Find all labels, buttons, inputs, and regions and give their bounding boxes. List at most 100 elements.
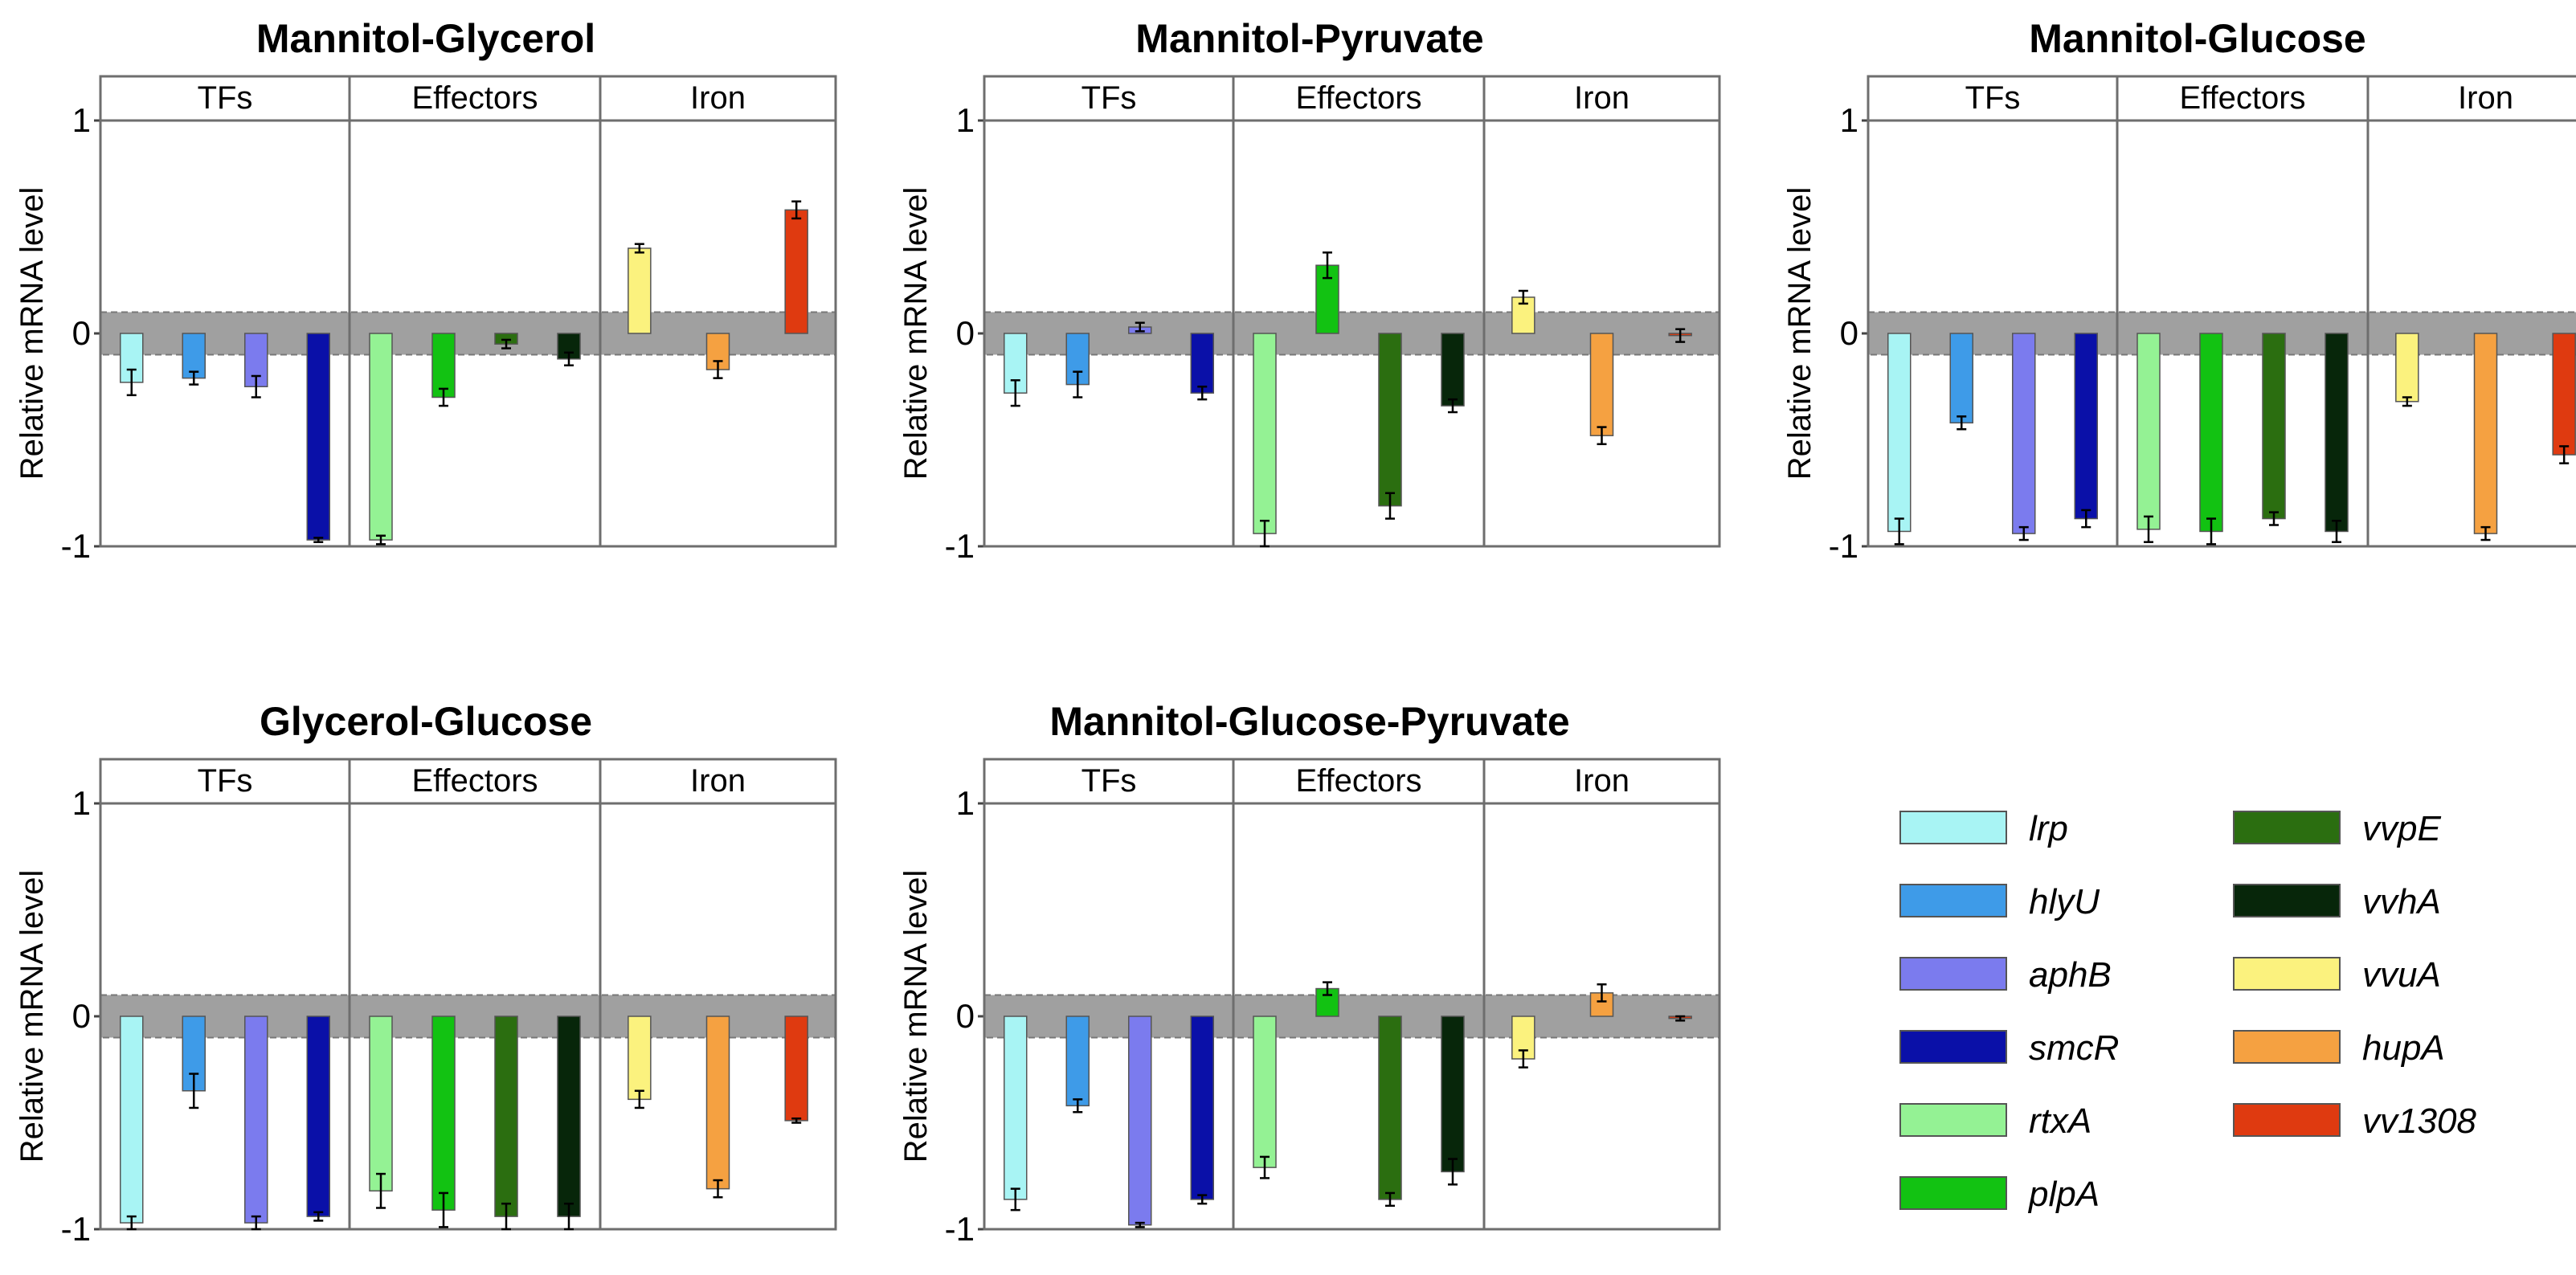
bar-plpA bbox=[431, 333, 456, 398]
bar-hupA bbox=[2473, 333, 2498, 534]
chart-panel: Glycerol-Glucose Relative mRNA level 1 0 -1 T… bbox=[14, 699, 837, 1248]
bar-rtxA bbox=[1253, 1016, 1277, 1168]
group-frame bbox=[599, 119, 837, 548]
bar-hupA bbox=[705, 1016, 730, 1190]
legend-item-aphB: aphB bbox=[1899, 955, 2112, 995]
legend-swatch bbox=[1899, 1176, 2007, 1210]
y-axis-label: Relative mRNA level bbox=[898, 187, 934, 480]
legend-label: aphB bbox=[2029, 955, 2112, 995]
bar-smcR bbox=[1190, 1016, 1214, 1200]
chart-panel: Mannitol-Pyruvate Relative mRNA level 1 0 -1… bbox=[898, 16, 1721, 565]
chart-panel: Mannitol-Glucose Relative mRNA level 1 0 -1 T… bbox=[1782, 16, 2576, 565]
bar-vvhA bbox=[2325, 333, 2349, 533]
group-frame bbox=[1482, 119, 1721, 548]
bar-aphB bbox=[2012, 333, 2036, 534]
group-iron: Iron bbox=[1482, 75, 1721, 548]
bar-plpA bbox=[2199, 333, 2223, 533]
group-effectors: Effectors bbox=[1232, 758, 1486, 1231]
legend-label: smcR bbox=[2029, 1028, 2119, 1068]
y-tick-label: -1 bbox=[61, 527, 91, 565]
legend-swatch bbox=[1899, 884, 2007, 917]
group-frame bbox=[1482, 802, 1721, 1231]
chart-title: Glycerol-Glucose bbox=[260, 699, 592, 744]
y-axis-label: Relative mRNA level bbox=[14, 187, 50, 480]
bar-vv1308 bbox=[784, 1016, 808, 1122]
y-tick-label: -1 bbox=[945, 527, 975, 565]
y-tick-label: 0 bbox=[1840, 314, 1858, 352]
bar-hupA bbox=[1589, 992, 1614, 1017]
legend-label: rtxA bbox=[2029, 1101, 2091, 1141]
bar-hupA bbox=[1589, 333, 1614, 436]
legend-item-rtxA: rtxA bbox=[1899, 1101, 2091, 1141]
y-tick-label: 0 bbox=[72, 997, 91, 1035]
bar-aphB bbox=[244, 333, 268, 387]
y-tick-label: 1 bbox=[956, 101, 975, 139]
y-tick-label: 1 bbox=[1840, 101, 1858, 139]
group-tfs: TFs bbox=[983, 75, 1235, 548]
group-header bbox=[1482, 758, 1721, 805]
group-header bbox=[599, 75, 837, 122]
legend-swatch bbox=[2233, 811, 2341, 844]
legend-label: hupA bbox=[2362, 1028, 2445, 1068]
legend-swatch bbox=[1899, 957, 2007, 991]
group-frame bbox=[2366, 119, 2576, 548]
bar-smcR bbox=[306, 1016, 330, 1217]
legend-swatch bbox=[2233, 884, 2341, 917]
bar-rtxA bbox=[369, 1016, 393, 1192]
bar-plpA bbox=[431, 1016, 456, 1211]
bar-vvhA bbox=[1441, 1016, 1465, 1173]
legend-swatch bbox=[1899, 1103, 2007, 1137]
legend-label: hlyU bbox=[2029, 882, 2100, 922]
bar-lrp bbox=[1004, 1016, 1028, 1200]
bar-vvpE bbox=[1378, 1016, 1402, 1200]
group-header bbox=[599, 758, 837, 805]
bar-lrp bbox=[1887, 333, 1912, 533]
legend-swatch bbox=[2233, 1103, 2341, 1137]
group-label: TFs bbox=[198, 80, 253, 116]
group-effectors: Effectors bbox=[2116, 75, 2370, 548]
bar-hlyU bbox=[1065, 1016, 1090, 1107]
group-effectors: Effectors bbox=[348, 758, 602, 1231]
legend-swatch bbox=[2233, 1030, 2341, 1064]
bar-hlyU bbox=[182, 333, 206, 379]
group-iron: Iron bbox=[599, 758, 837, 1231]
group-header bbox=[1482, 75, 1721, 122]
bar-aphB bbox=[1128, 1016, 1152, 1226]
chart-title: Mannitol-Pyruvate bbox=[1135, 16, 1483, 61]
group-label: TFs bbox=[198, 763, 253, 799]
y-tick-label: 1 bbox=[72, 101, 91, 139]
group-effectors: Effectors bbox=[348, 75, 602, 548]
y-tick-label: -1 bbox=[945, 1210, 975, 1248]
bar-vv1308 bbox=[2552, 333, 2576, 456]
legend-item-lrp: lrp bbox=[1899, 809, 2068, 848]
legend: lrp hlyU aphB smcR rtxA plpA vvpE vvhA vvuA hupA v… bbox=[1899, 809, 2476, 1214]
bar-vvhA bbox=[1441, 333, 1465, 407]
bar-aphB bbox=[244, 1016, 268, 1224]
bar-vvuA bbox=[2395, 333, 2419, 403]
legend-item-smcR: smcR bbox=[1899, 1028, 2119, 1068]
bar-vvpE bbox=[494, 1016, 518, 1217]
legend-item-vv1308: vv1308 bbox=[2233, 1101, 2476, 1141]
legend-label: plpA bbox=[2027, 1175, 2100, 1214]
group-label: Effectors bbox=[411, 80, 538, 116]
bar-rtxA bbox=[1253, 333, 1277, 534]
legend-label: lrp bbox=[2029, 809, 2068, 848]
group-label: Iron bbox=[2458, 80, 2513, 116]
group-header bbox=[983, 75, 1235, 122]
group-label: TFs bbox=[1082, 80, 1137, 116]
bar-lrp bbox=[120, 1016, 144, 1224]
legend-label: vv1308 bbox=[2362, 1101, 2476, 1141]
chart-panel: Mannitol-Glycerol Relative mRNA level 1 0 -1… bbox=[14, 16, 837, 565]
group-iron: Iron bbox=[2366, 75, 2576, 548]
chart-panels: Mannitol-Glycerol Relative mRNA level 1 0 -1… bbox=[14, 16, 2576, 1248]
legend-item-hupA: hupA bbox=[2233, 1028, 2445, 1068]
chart-panel: Mannitol-Glucose-Pyruvate Relative mRNA l… bbox=[898, 699, 1721, 1248]
legend-item-vvhA: vvhA bbox=[2233, 882, 2441, 922]
group-label: TFs bbox=[1082, 763, 1137, 799]
group-label: Effectors bbox=[411, 763, 538, 799]
group-label: TFs bbox=[1965, 80, 2021, 116]
bar-vvpE bbox=[1378, 333, 1402, 507]
bar-smcR bbox=[306, 333, 330, 541]
group-effectors: Effectors bbox=[1232, 75, 1486, 548]
